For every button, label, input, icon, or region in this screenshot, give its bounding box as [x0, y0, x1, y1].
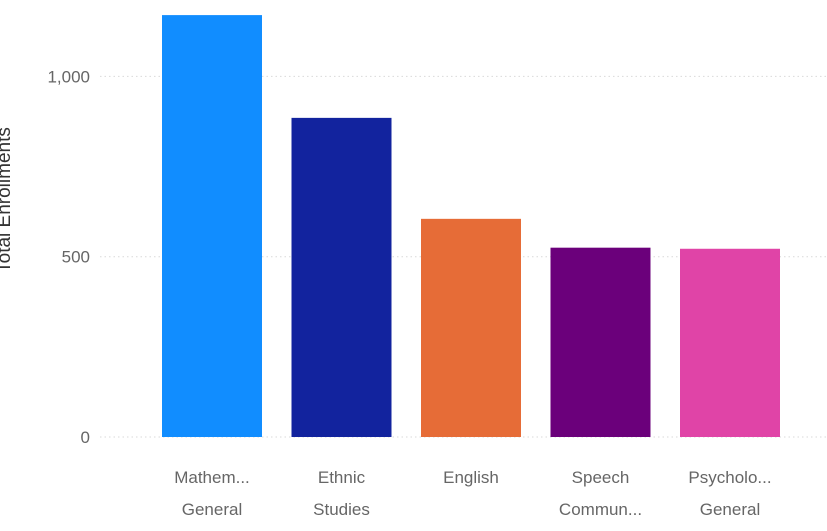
x-tick-label: Psycholo... General [688, 468, 771, 519]
bar[interactable] [680, 249, 780, 437]
x-tick-label: Speech Commun... [559, 468, 642, 519]
x-tick-label: English [443, 468, 499, 487]
bar[interactable] [162, 15, 262, 437]
bar[interactable] [551, 248, 651, 437]
y-tick-label: 0 [81, 428, 90, 447]
y-tick-label: 500 [62, 248, 90, 267]
bars [162, 15, 780, 437]
x-tick-label: Ethnic Studies [313, 468, 370, 519]
bar[interactable] [421, 219, 521, 437]
y-axis-ticks: 0 500 1,000 [47, 67, 90, 447]
x-axis-labels: Mathem... General Ethnic Studies English Spee… [174, 468, 771, 519]
y-tick-label: 1,000 [47, 67, 90, 86]
x-tick-label: Mathem... General [174, 468, 250, 519]
y-axis-title: Total Enrollments [0, 127, 15, 273]
bar[interactable] [292, 118, 392, 437]
